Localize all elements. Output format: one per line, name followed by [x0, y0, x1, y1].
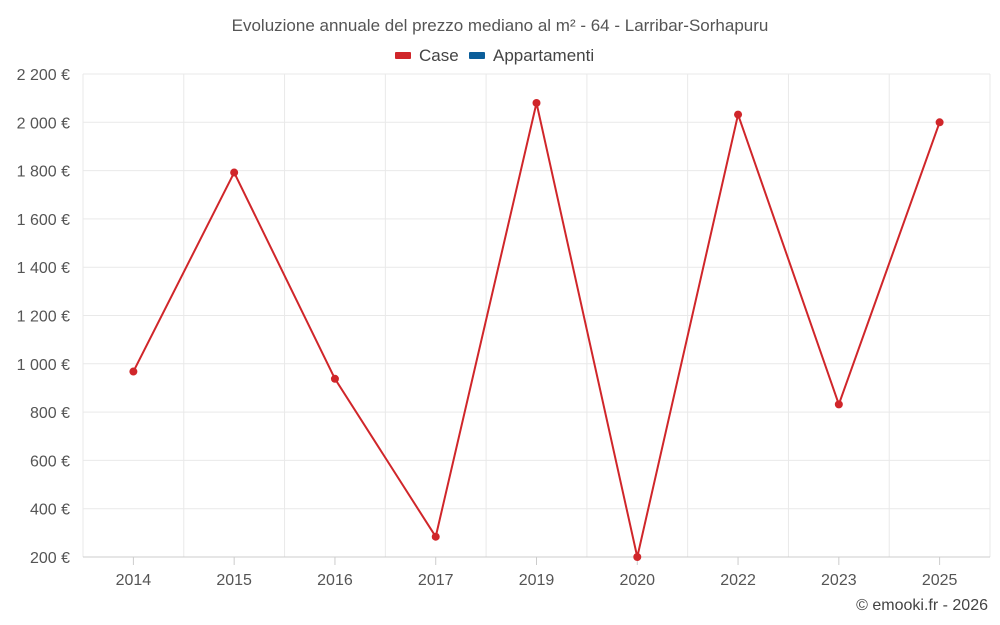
data-point[interactable] [532, 98, 541, 107]
chart-title: Evoluzione annuale del prezzo mediano al… [232, 16, 769, 35]
data-point[interactable] [129, 367, 138, 376]
y-tick-label: 1 000 € [17, 357, 70, 374]
credit-text: © emooki.fr - 2026 [856, 597, 988, 614]
x-tick-label: 2025 [922, 572, 958, 589]
y-axis-ticks: 200 € 400 € 600 € 800 € 1 000 € 1 200 € 1 400 … [17, 67, 70, 567]
x-tick-label: 2020 [619, 572, 655, 589]
x-tick-label: 2022 [720, 572, 756, 589]
x-tick-label: 2019 [519, 572, 555, 589]
legend-label-case[interactable]: Case [419, 46, 459, 65]
y-tick-label: 200 € [30, 550, 70, 567]
y-tick-label: 1 400 € [17, 260, 70, 277]
data-point[interactable] [834, 400, 843, 409]
x-tick-label: 2014 [116, 572, 152, 589]
data-point[interactable] [230, 168, 239, 177]
chart-legend: Case Appartamenti [395, 46, 594, 65]
data-point[interactable] [431, 532, 440, 541]
y-tick-label: 1 800 € [17, 164, 70, 181]
legend-swatch-case [395, 52, 411, 59]
x-tick-label: 2017 [418, 572, 454, 589]
data-point[interactable] [935, 118, 944, 127]
data-point[interactable] [330, 374, 339, 383]
gridlines [82, 73, 991, 557]
y-tick-label: 800 € [30, 405, 70, 422]
y-tick-label: 2 200 € [17, 67, 70, 84]
x-tick-label: 2023 [821, 572, 857, 589]
legend-label-appartamenti[interactable]: Appartamenti [493, 46, 594, 65]
series-case [129, 98, 944, 561]
data-point[interactable] [633, 553, 642, 561]
x-tick-label: 2015 [216, 572, 252, 589]
y-tick-label: 600 € [30, 453, 70, 470]
y-tick-label: 1 200 € [17, 309, 70, 326]
x-axis-ticks: 2014 2015 2016 2017 2019 2020 2022 2023 2025 [116, 557, 958, 589]
legend-swatch-appartamenti [469, 52, 485, 59]
data-point[interactable] [734, 110, 743, 119]
y-tick-label: 1 600 € [17, 212, 70, 229]
y-tick-label: 2 000 € [17, 115, 70, 132]
y-tick-label: 400 € [30, 502, 70, 519]
x-tick-label: 2016 [317, 572, 353, 589]
